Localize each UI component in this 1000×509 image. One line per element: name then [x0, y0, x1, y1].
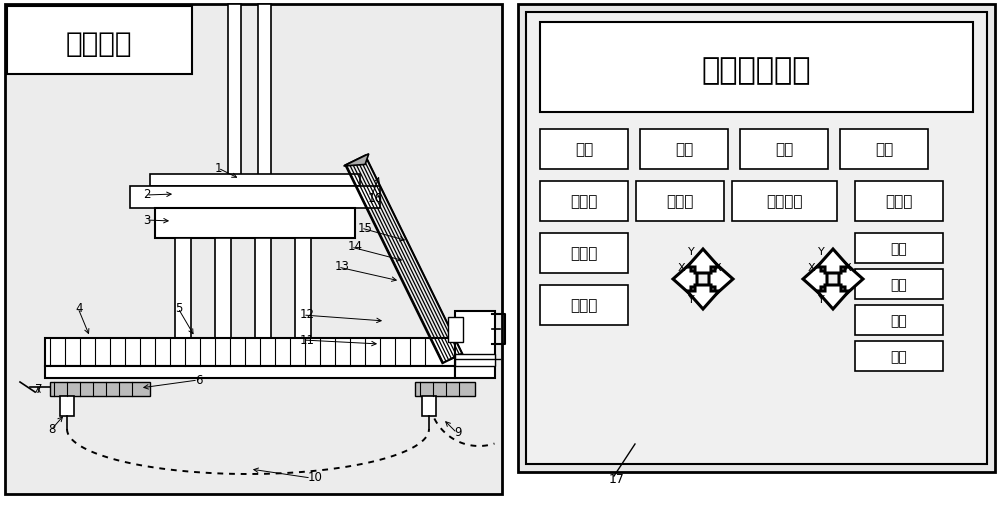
Bar: [155, 209, 355, 239]
Polygon shape: [344, 154, 369, 167]
Text: X: X: [713, 263, 721, 272]
Bar: [855, 305, 943, 335]
Polygon shape: [673, 264, 697, 295]
Bar: [540, 130, 628, 169]
Polygon shape: [803, 264, 827, 295]
Text: 倍率减: 倍率减: [570, 298, 598, 313]
Bar: [45, 338, 455, 366]
Text: 14: 14: [348, 240, 363, 253]
Polygon shape: [687, 286, 719, 309]
Polygon shape: [839, 264, 863, 295]
Bar: [7, 7, 192, 75]
Bar: [840, 130, 928, 169]
Text: 启动: 启动: [891, 277, 907, 292]
Bar: [60, 396, 74, 416]
Bar: [295, 239, 311, 338]
Text: 自动: 自动: [575, 142, 593, 157]
Bar: [45, 366, 455, 378]
Text: 进给减: 进给减: [666, 194, 694, 209]
Bar: [455, 354, 495, 366]
Text: Y: Y: [818, 246, 824, 257]
Bar: [228, 5, 241, 200]
Text: 12: 12: [300, 308, 315, 321]
Text: 手动: 手动: [675, 142, 693, 157]
Text: 10: 10: [308, 471, 323, 484]
Text: Y: Y: [818, 294, 824, 304]
Bar: [636, 182, 724, 221]
Bar: [732, 182, 837, 221]
Bar: [540, 234, 628, 273]
Bar: [540, 182, 628, 221]
Text: 暂停: 暂停: [891, 314, 907, 327]
Bar: [855, 182, 943, 221]
Text: 1: 1: [215, 161, 223, 174]
Text: Y: Y: [688, 294, 694, 304]
Text: 设置原点: 设置原点: [766, 194, 803, 209]
Bar: [540, 286, 628, 325]
Text: X: X: [677, 263, 685, 272]
Text: 倍率增: 倍率增: [570, 246, 598, 261]
Text: 试验腔体: 试验腔体: [66, 30, 132, 58]
Bar: [448, 318, 463, 343]
Bar: [215, 239, 231, 338]
Bar: [255, 239, 271, 338]
Text: 关闭: 关闭: [891, 349, 907, 363]
Bar: [740, 130, 828, 169]
Bar: [130, 187, 380, 209]
Bar: [415, 382, 475, 396]
Text: X: X: [807, 263, 815, 272]
Bar: [5, 5, 502, 494]
Text: 9: 9: [454, 426, 462, 439]
Bar: [422, 396, 436, 416]
Text: Y: Y: [688, 246, 694, 257]
Bar: [855, 269, 943, 299]
Text: 3: 3: [143, 213, 150, 226]
Polygon shape: [817, 249, 849, 273]
Text: 进给增: 进给增: [570, 194, 598, 209]
Text: 还原: 还原: [875, 142, 893, 157]
Text: X: X: [843, 263, 851, 272]
Bar: [526, 13, 987, 464]
Text: 8: 8: [48, 422, 55, 436]
Bar: [258, 5, 271, 200]
Text: 4: 4: [75, 301, 83, 314]
Polygon shape: [687, 249, 719, 273]
Bar: [150, 175, 360, 187]
Text: 13: 13: [335, 260, 350, 273]
Bar: [540, 23, 973, 113]
Text: 11: 11: [300, 333, 315, 346]
Text: 确认: 确认: [891, 242, 907, 256]
Text: 17: 17: [609, 472, 625, 486]
Text: 7: 7: [35, 383, 43, 395]
Bar: [855, 234, 943, 264]
Text: 5: 5: [175, 301, 182, 314]
Bar: [855, 342, 943, 371]
Text: 15: 15: [358, 221, 373, 234]
Text: 6: 6: [195, 373, 203, 386]
Polygon shape: [817, 286, 849, 309]
Text: 回原点: 回原点: [885, 194, 913, 209]
Bar: [518, 5, 995, 472]
Text: 参数显示面板: 参数显示面板: [702, 56, 811, 86]
Text: 2: 2: [143, 188, 151, 201]
Bar: [50, 382, 150, 396]
Text: 16: 16: [368, 191, 383, 204]
Bar: [640, 130, 728, 169]
Text: 程序: 程序: [775, 142, 793, 157]
Bar: [455, 312, 495, 378]
Bar: [175, 239, 191, 338]
Polygon shape: [709, 264, 733, 295]
